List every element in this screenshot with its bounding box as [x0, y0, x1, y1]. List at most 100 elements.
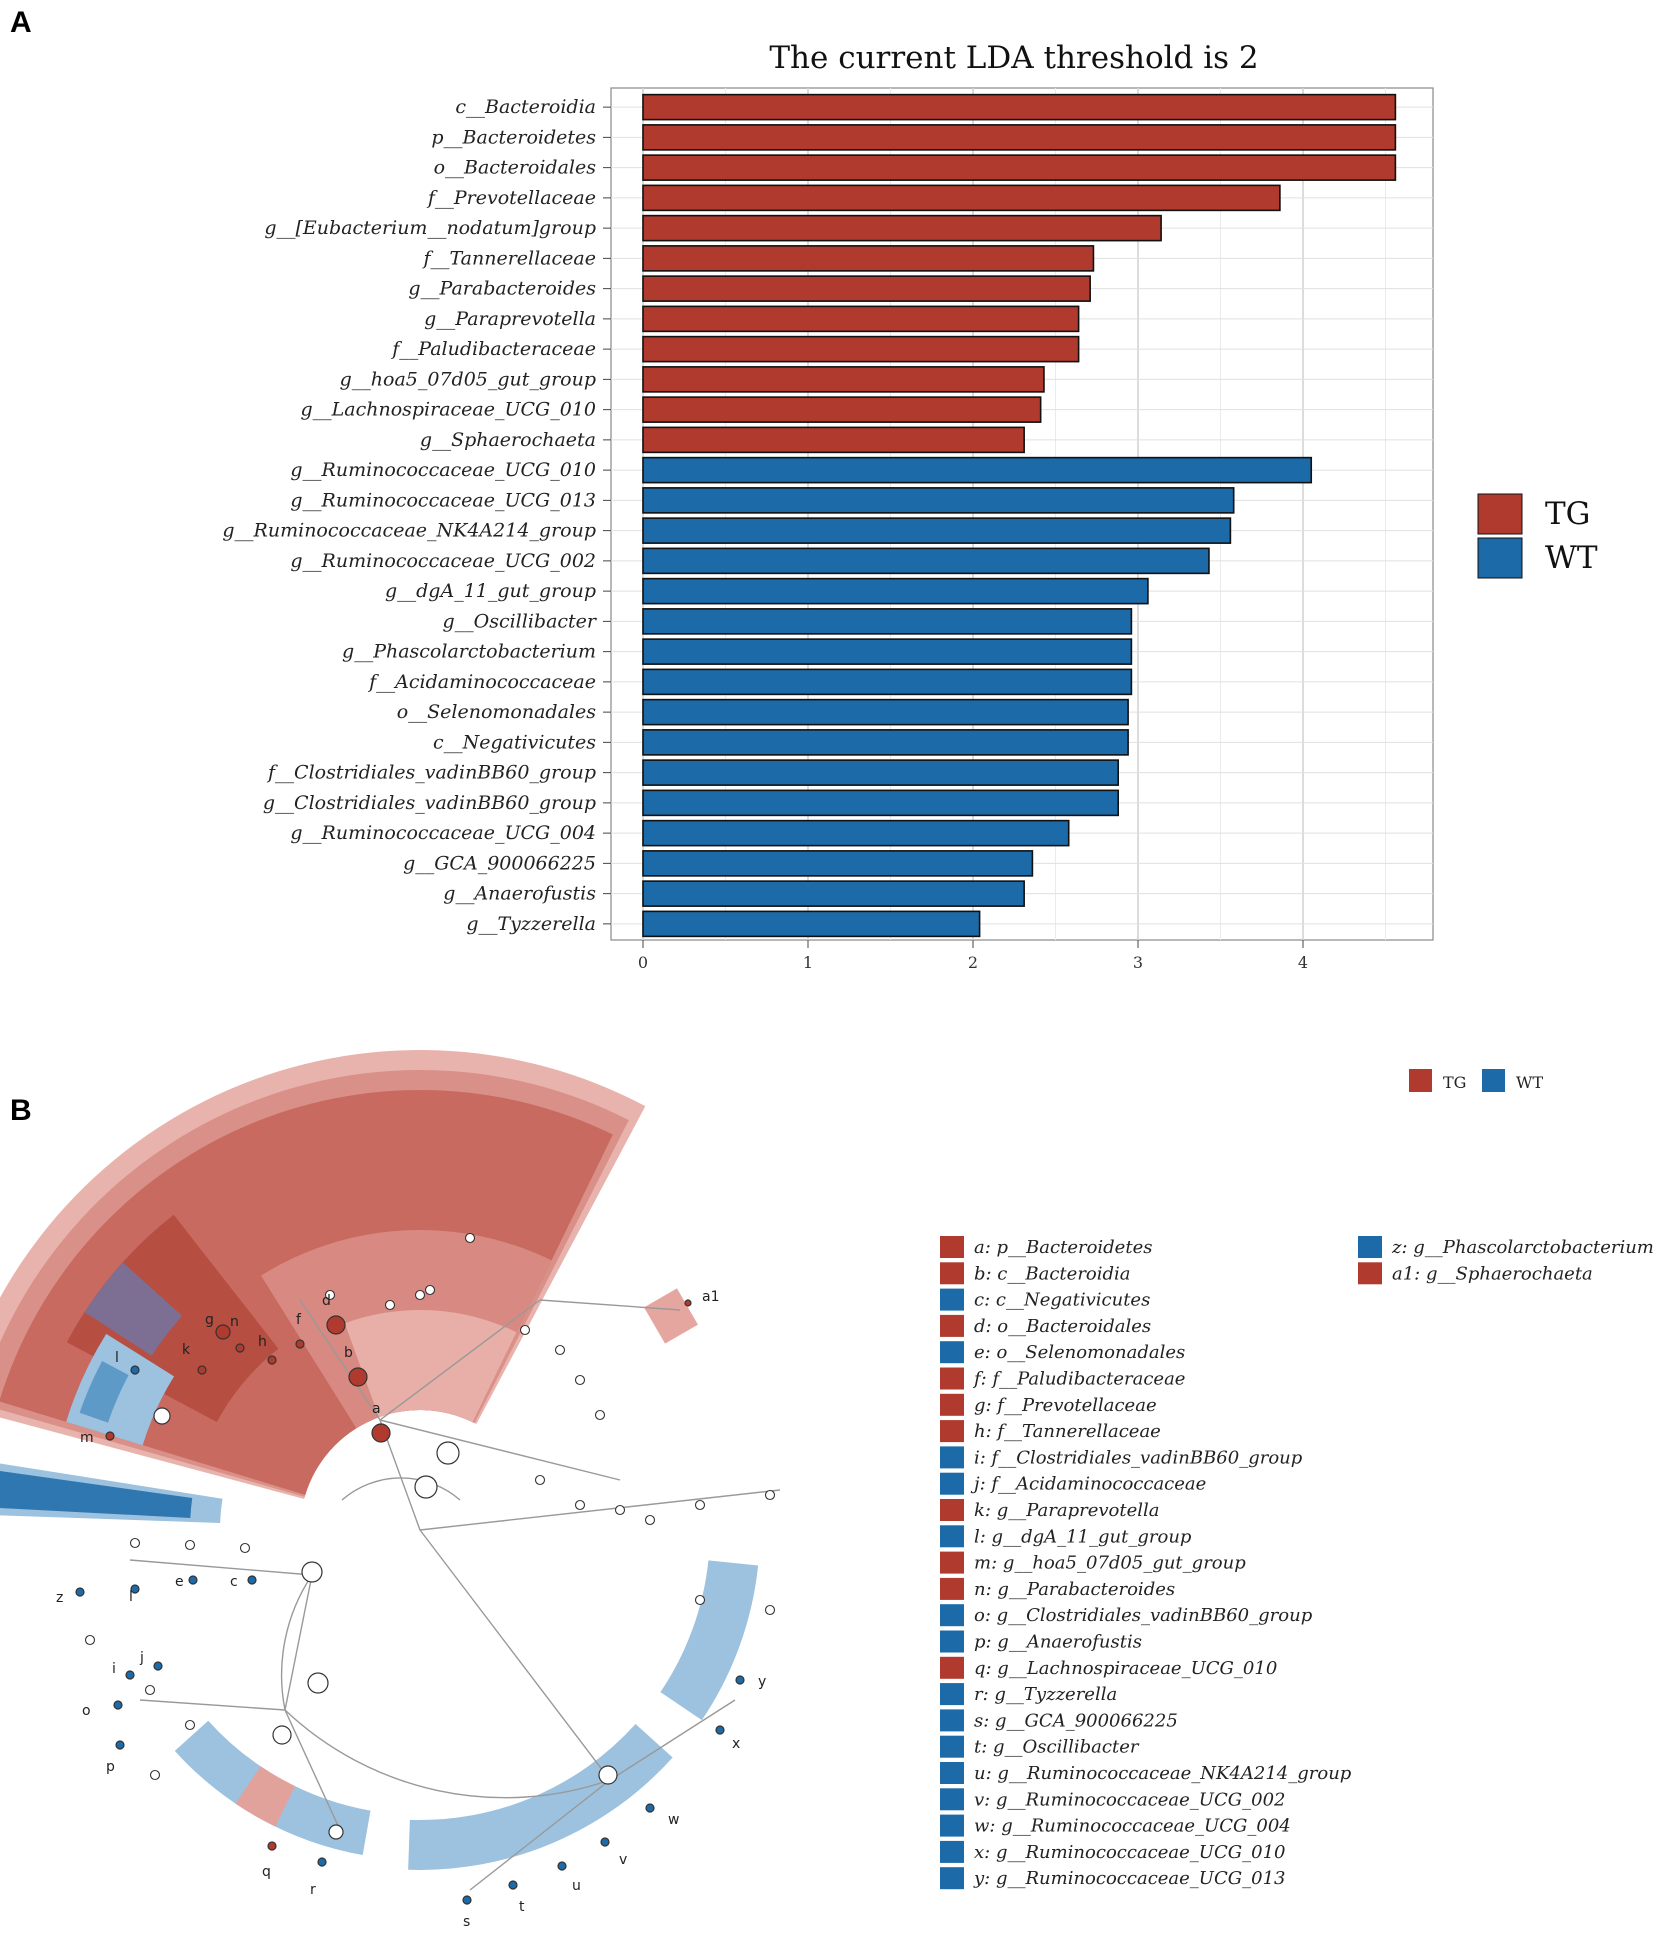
- node-m: [105, 1431, 115, 1441]
- key-text-u: u: g__Ruminococcaceae_NK4A214_group: [974, 1763, 1352, 1784]
- node-small: [644, 1514, 656, 1526]
- lda-bar-chart: The current LDA threshold is 2 c__Bacter…: [222, 40, 1597, 972]
- branch: [609, 1699, 736, 1781]
- node-h: [267, 1355, 277, 1365]
- node-label-l: l: [129, 1589, 133, 1605]
- node-label-r: r: [310, 1882, 316, 1898]
- legend-a: TG WT: [1477, 493, 1598, 579]
- x-tick-label: 1: [803, 953, 813, 972]
- branch: [379, 1299, 541, 1421]
- y-label: g__Oscillibacter: [442, 610, 597, 632]
- key-text-s: s: g__GCA_900066225: [974, 1710, 1178, 1731]
- y-label: g__Lachnospiraceae_UCG_010: [300, 399, 596, 421]
- node-r: [317, 1857, 327, 1867]
- node-v: [600, 1837, 610, 1847]
- node-small: [574, 1499, 586, 1511]
- key-text-a1: a1: g__Sphaerochaeta: [1392, 1263, 1593, 1284]
- legend-b-wt-swatch: [1482, 1069, 1505, 1092]
- y-label: g__dgA_11_gut_group: [385, 580, 596, 602]
- node-small: [84, 1634, 96, 1646]
- bar-g__Paraprevotella: [642, 305, 1080, 333]
- key-swatch-n: [940, 1577, 964, 1600]
- key-swatch-t: [940, 1735, 964, 1758]
- key-text-n: n: g__Parabacteroides: [974, 1579, 1175, 1600]
- key-text-j: j: f__Acidaminococcaceae: [970, 1474, 1206, 1495]
- wt-band-o: [79, 1360, 129, 1423]
- node-label-x: x: [732, 1736, 740, 1752]
- panel-a-label: A: [10, 6, 32, 39]
- node-j: [153, 1661, 163, 1671]
- y-label: g__Tyzzerella: [466, 913, 596, 935]
- node-small: [149, 1769, 161, 1781]
- y-label: g__Clostridiales_vadinBB60_group: [263, 792, 596, 814]
- key-swatch-u: [940, 1762, 964, 1784]
- node-small: [384, 1299, 396, 1311]
- node-a: [371, 1423, 391, 1443]
- node-small: [464, 1232, 476, 1244]
- y-label: f__Clostridiales_vadinBB60_group: [266, 762, 596, 784]
- y-label: f__Tannerellaceae: [421, 247, 596, 269]
- key-swatch-l: [940, 1525, 964, 1548]
- key-swatch-x: [940, 1840, 964, 1863]
- key-swatch-w: [940, 1814, 964, 1837]
- key-text-d: d: o__Bacteroidales: [974, 1316, 1151, 1337]
- key-swatch-s: [940, 1709, 964, 1732]
- bar-g__Ruminococcaceae_UCG_004: [642, 819, 1070, 847]
- a1-highlight: [644, 1288, 698, 1344]
- y-label: f__Paludibacteraceae: [390, 338, 596, 360]
- node-p: [115, 1740, 125, 1750]
- node-small: [574, 1374, 586, 1386]
- node-y: [735, 1675, 745, 1685]
- key-text-q: q: g__Lachnospiraceae_UCG_010: [974, 1658, 1277, 1679]
- node: [328, 1824, 344, 1840]
- node-small: [764, 1489, 776, 1501]
- key-text-e: e: o__Selenomonadales: [974, 1342, 1185, 1363]
- node-small: [614, 1504, 626, 1516]
- node-label-t: t: [519, 1899, 525, 1915]
- key-text-c: c: c__Negativicutes: [974, 1290, 1150, 1311]
- branch: [469, 1779, 611, 1891]
- tg-band-q: [235, 1766, 296, 1827]
- node: [307, 1672, 329, 1694]
- tg-sector-a: [344, 1310, 517, 1423]
- bar-g__Ruminococcaceae_NK4A214_group: [642, 517, 1232, 544]
- bar-g__Ruminococcaceae_UCG_002: [642, 547, 1210, 575]
- key-swatch-h: [940, 1420, 964, 1443]
- node-g: [215, 1324, 231, 1340]
- key-swatch-p: [940, 1630, 964, 1653]
- bar-g__Anaerofustis: [642, 880, 1025, 907]
- node-label-d: d: [322, 1293, 331, 1309]
- node-b: [348, 1367, 368, 1387]
- node-small: [239, 1542, 251, 1554]
- key-swatch-z: [1358, 1236, 1382, 1258]
- chart-title: The current LDA threshold is 2: [769, 40, 1258, 76]
- node-label-g: g: [205, 1312, 214, 1328]
- node-a1: [684, 1299, 692, 1307]
- bar-o__Bacteroidales: [642, 154, 1397, 181]
- x-axis-ticks: 0 1 2 3 4: [638, 940, 1308, 972]
- branch-arc: [284, 1709, 611, 1799]
- y-label: o__Bacteroidales: [434, 157, 597, 179]
- node-label-a: a: [372, 1401, 381, 1417]
- key-text-y: y: g__Ruminococcaceae_UCG_013: [973, 1868, 1285, 1889]
- node-label-f: f: [296, 1312, 302, 1328]
- legend-tg-label: TG: [1545, 496, 1590, 532]
- node: [598, 1765, 618, 1785]
- node-e: [188, 1575, 198, 1585]
- node-d: [326, 1315, 346, 1335]
- node-x: [715, 1725, 725, 1735]
- node: [272, 1725, 292, 1745]
- y-label: g__Paraprevotella: [424, 308, 596, 330]
- cladogram-node-labels: a b d g c e l z l m j i o p q r s t u v w x y k n h f a1: [56, 1289, 766, 1930]
- bar-g__Ruminococcaceae_UCG_010: [642, 456, 1313, 484]
- bar-c__Negativicutes: [642, 729, 1129, 756]
- bar-g__Phascolarctobacterium: [642, 638, 1133, 665]
- key-swatch-f: [940, 1367, 964, 1390]
- key-swatch-q: [940, 1656, 964, 1679]
- key-swatch-k: [940, 1499, 964, 1521]
- node-small: [594, 1409, 606, 1421]
- key-swatch-e: [940, 1341, 964, 1364]
- y-label: g__[Eubacterium__nodatum]group: [264, 217, 596, 239]
- bar-g__Lachnospiraceae_UCG_010: [642, 396, 1042, 423]
- legend-tg-swatch: [1477, 493, 1523, 535]
